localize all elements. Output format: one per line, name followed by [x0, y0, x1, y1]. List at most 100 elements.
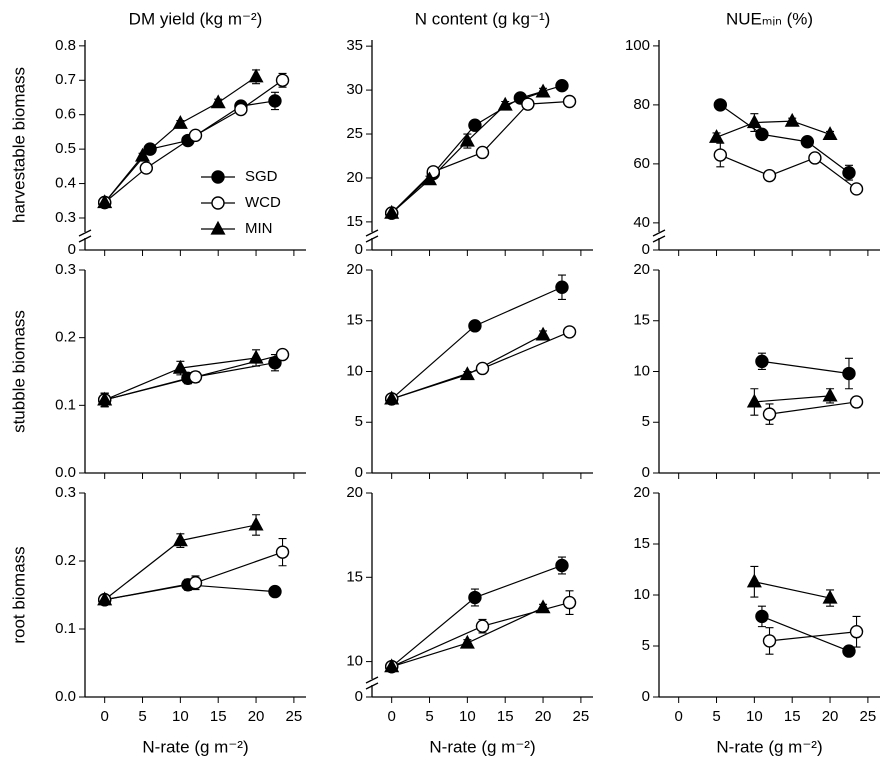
series-line — [761, 615, 850, 652]
data-point — [497, 96, 513, 111]
y-tick-label: 0 — [642, 241, 650, 258]
axis-break — [365, 235, 379, 243]
data-point — [746, 114, 762, 129]
y-tick-label: 30 — [346, 81, 363, 98]
legend-label: WCD — [245, 194, 281, 211]
x-tick-label: 0 — [101, 708, 109, 725]
y-axis-label: stubble biomass — [9, 310, 28, 433]
data-point — [562, 595, 577, 610]
data-point — [746, 573, 762, 588]
data-point — [762, 634, 777, 648]
data-point — [475, 361, 490, 376]
data-point — [535, 326, 551, 341]
axis-break — [365, 676, 379, 684]
data-point — [275, 545, 290, 559]
y-tick-label: 0.1 — [55, 620, 76, 637]
series-line — [754, 581, 831, 599]
x-tick-label: 15 — [210, 708, 227, 725]
data-point — [842, 166, 856, 180]
series-line — [754, 395, 831, 403]
series-line — [719, 104, 850, 174]
data-point — [555, 280, 569, 294]
y-tick-label: 25 — [346, 125, 363, 142]
x-tick-label: 15 — [497, 708, 514, 725]
data-point — [713, 148, 728, 162]
data-point — [188, 128, 203, 143]
y-tick-label: 0.5 — [55, 140, 76, 157]
data-point — [459, 634, 475, 649]
data-point — [521, 97, 535, 111]
y-tick-label: 15 — [633, 312, 650, 329]
data-point — [97, 194, 113, 209]
data-point — [535, 599, 551, 614]
x-tick-label: 5 — [425, 708, 433, 725]
data-point — [97, 391, 113, 406]
axis-break — [365, 229, 379, 237]
data-point — [822, 126, 838, 140]
data-point — [248, 68, 264, 83]
data-point — [172, 359, 188, 374]
data-point — [268, 94, 282, 108]
data-point — [755, 127, 769, 142]
y-tick-label: 0.6 — [55, 106, 76, 123]
y-tick-label: 0.2 — [55, 329, 76, 346]
axis-break — [652, 229, 666, 237]
data-point — [555, 558, 569, 573]
y-tick-label: 0 — [355, 688, 363, 705]
data-point — [762, 168, 777, 183]
axis-break — [78, 235, 92, 243]
data-point — [459, 132, 475, 147]
data-point — [849, 182, 864, 196]
data-point — [746, 393, 762, 408]
y-tick-label: 15 — [346, 312, 363, 329]
data-point — [248, 516, 264, 531]
y-tick-label: 60 — [633, 155, 650, 172]
y-tick-label: 0.4 — [55, 175, 76, 192]
y-tick-label: 35 — [346, 37, 363, 54]
data-point — [275, 73, 290, 87]
y-tick-label: 5 — [355, 413, 363, 430]
y-tick-label: 0.0 — [55, 688, 76, 705]
y-tick-label: 0.7 — [55, 71, 76, 88]
x-axis-label: N-rate (g m⁻²) — [716, 737, 822, 756]
x-tick-label: 0 — [388, 708, 396, 725]
data-point — [143, 142, 157, 156]
y-tick-label: 0 — [355, 241, 363, 258]
series-line — [391, 91, 544, 214]
y-tick-label: 10 — [346, 653, 363, 670]
y-tick-label: 15 — [346, 568, 363, 585]
x-tick-label: 20 — [822, 708, 839, 725]
y-tick-label: 80 — [633, 96, 650, 113]
data-point — [762, 407, 777, 421]
data-point — [842, 366, 856, 381]
data-point — [475, 619, 490, 633]
series-line — [716, 120, 831, 138]
data-point — [268, 356, 282, 370]
data-point — [709, 129, 725, 143]
series-line — [761, 360, 850, 375]
y-tick-label: 100 — [625, 37, 650, 54]
x-tick-label: 15 — [784, 708, 801, 725]
y-tick-label: 0.3 — [55, 209, 76, 226]
y-tick-label: 0.3 — [55, 261, 76, 278]
x-axis-label: N-rate (g m⁻²) — [429, 737, 535, 756]
data-point — [822, 589, 838, 604]
y-axis-label: harvestable biomass — [9, 67, 28, 223]
y-tick-label: 10 — [633, 586, 650, 603]
y-tick-label: 5 — [642, 637, 650, 654]
data-point — [172, 115, 188, 129]
data-point — [275, 347, 290, 362]
axis-break — [365, 682, 379, 690]
y-tick-label: 10 — [346, 362, 363, 379]
data-point — [535, 83, 551, 98]
data-point — [459, 366, 475, 381]
data-point — [234, 102, 248, 117]
x-tick-label: 5 — [138, 708, 146, 725]
data-point — [475, 145, 490, 160]
y-tick-label: 0 — [642, 464, 650, 481]
y-tick-label: 0 — [642, 688, 650, 705]
y-axis-label: root biomass — [9, 546, 28, 643]
data-point — [755, 609, 769, 624]
